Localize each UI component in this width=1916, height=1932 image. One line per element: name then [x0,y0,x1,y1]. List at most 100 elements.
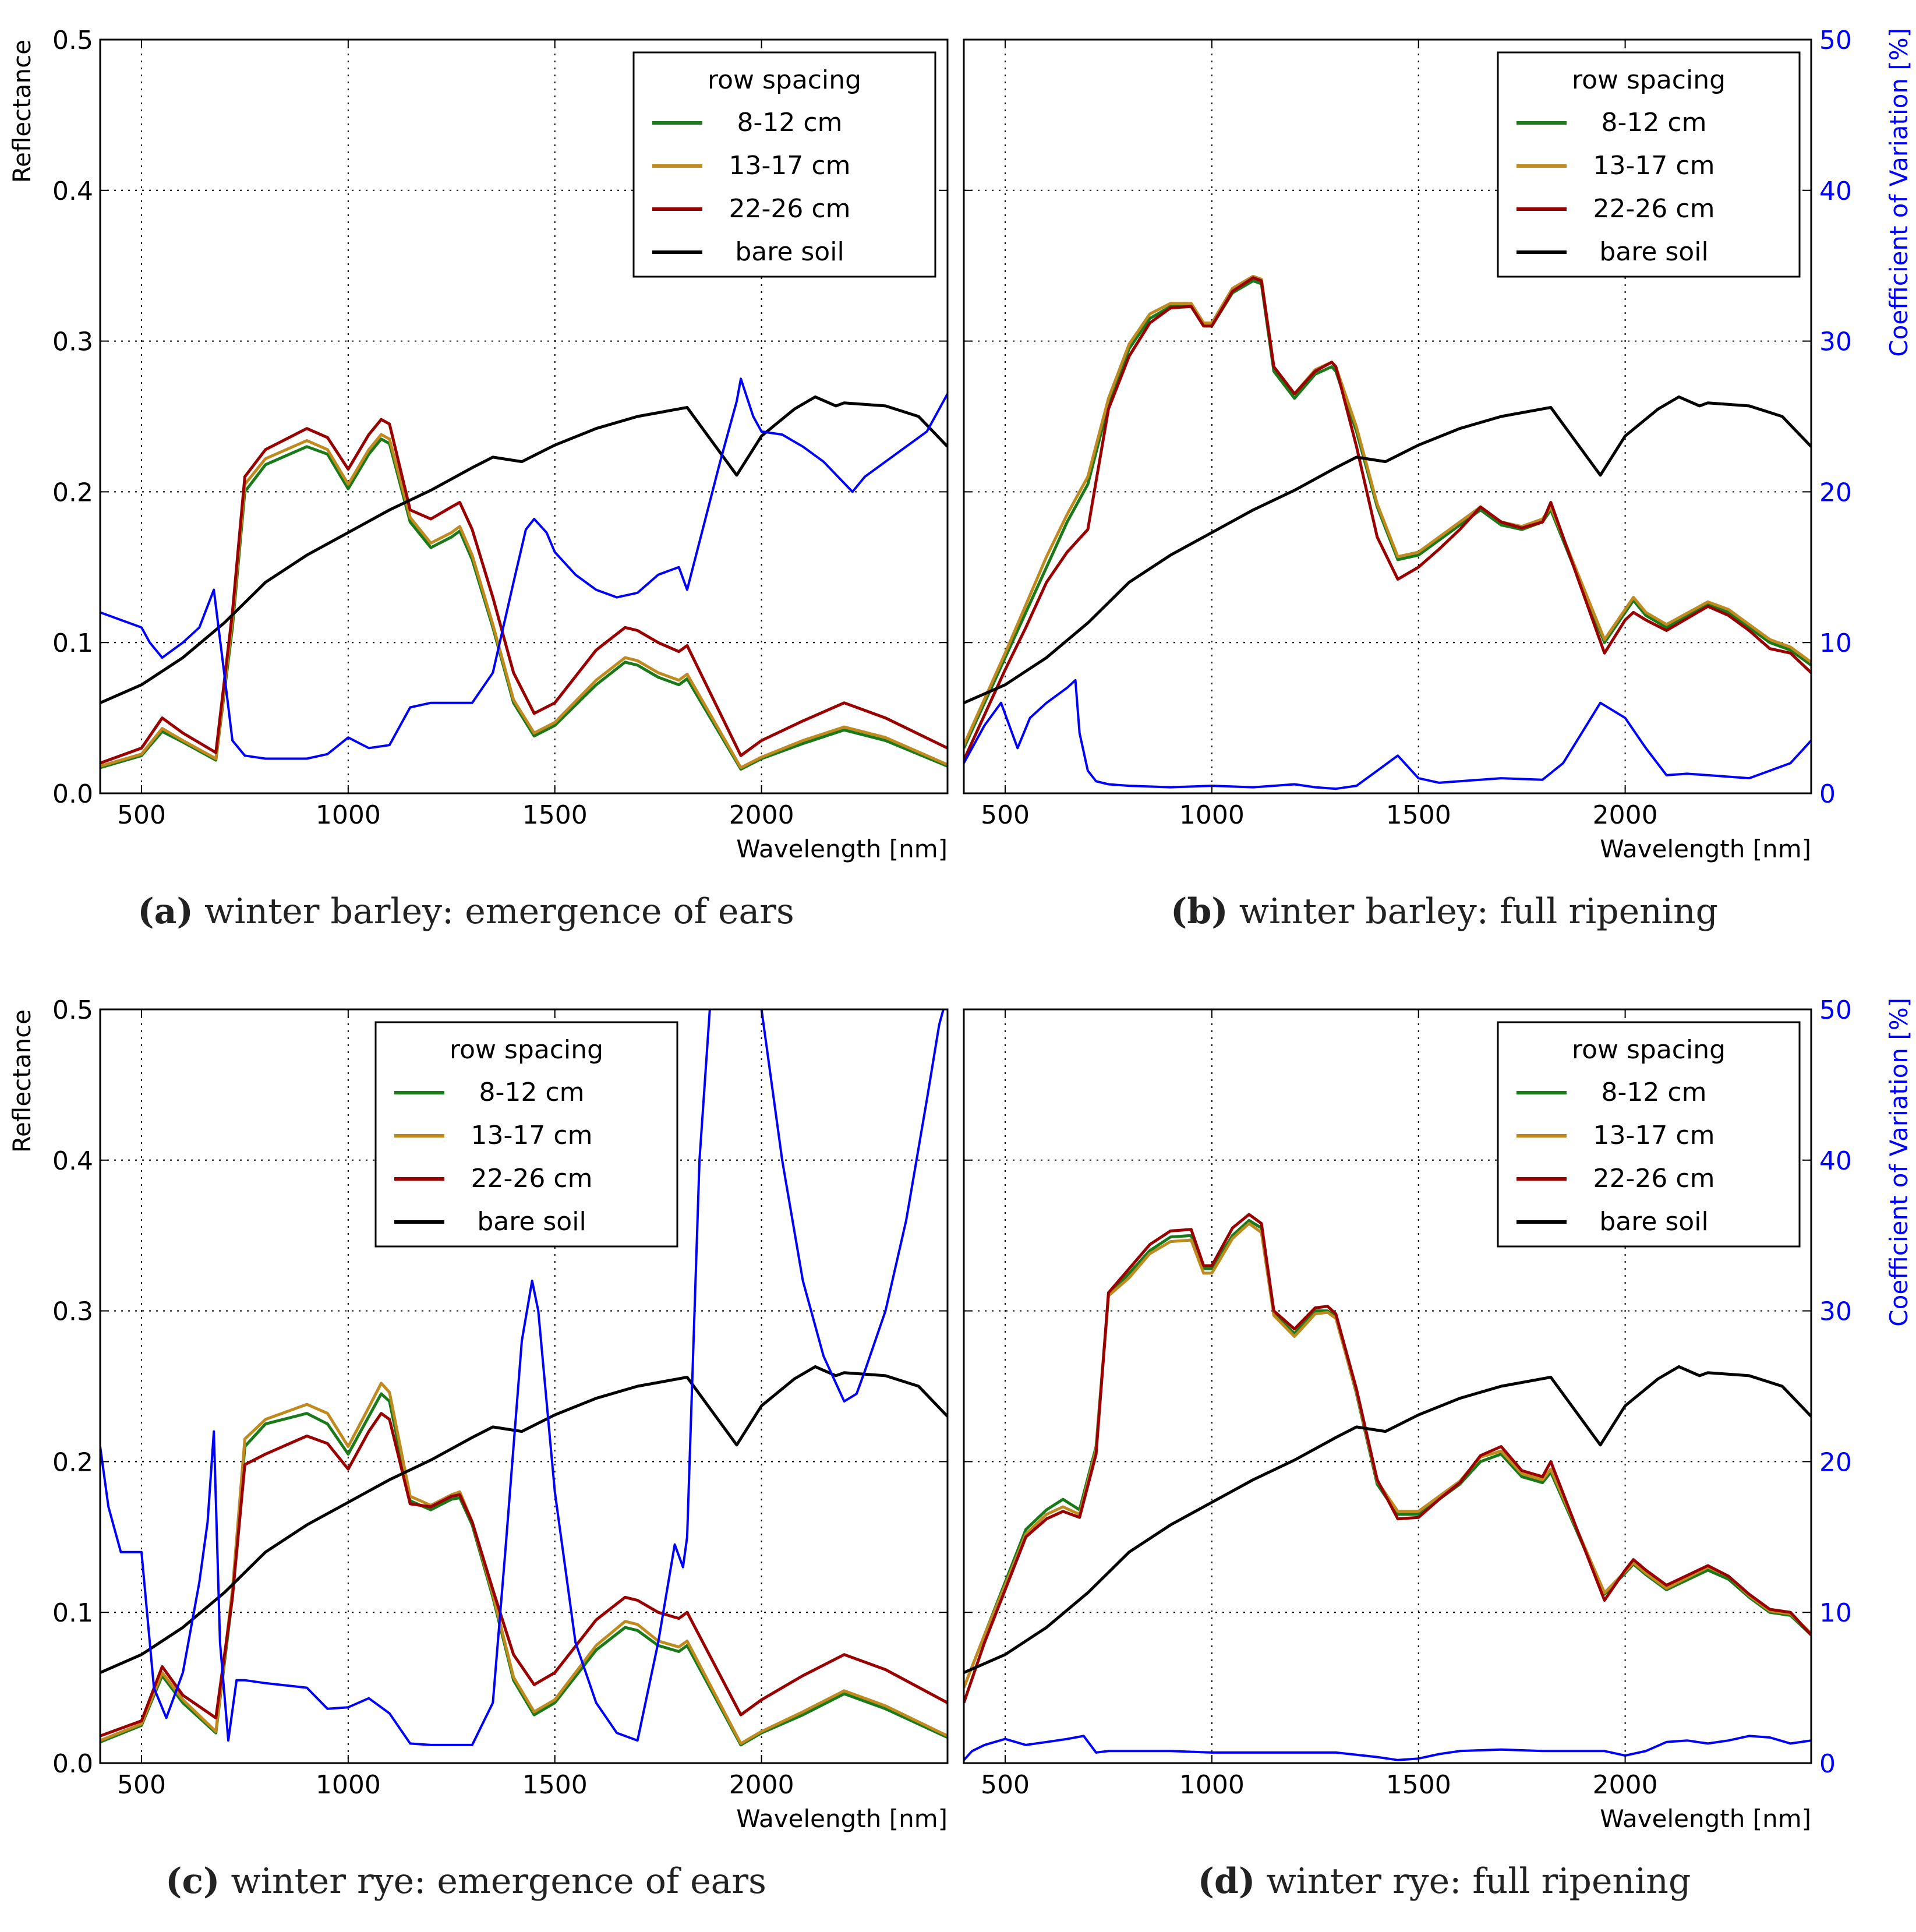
plot-frame [963,1008,1812,1764]
x-tick-label: 2000 [729,1770,794,1800]
x-tick-label: 1000 [316,800,381,830]
series-line-bare-soil [964,1365,1811,1674]
legend-entry: 13-17 cm [1593,151,1715,181]
y-axis-label: Reflectance [8,1009,36,1153]
legend-entry: 8-12 cm [1602,108,1707,137]
y-tick-label: 0.0 [52,779,93,809]
y2-tick-label: 20 [1819,1447,1852,1477]
plot-frame [99,38,949,794]
x-tick-label: 500 [117,800,166,830]
y2-axis-label: Coefficient of Variation [%] [1885,998,1913,1327]
legend-title: row spacing [1572,65,1726,95]
series-line-22-26-cm [964,1213,1811,1704]
series-line-22-26-cm [100,1412,948,1737]
x-tick-label: 1500 [1386,1770,1451,1800]
legend-entry: 8-12 cm [737,108,843,137]
panel-c: 500 1000 1500 2000 Wavelength [nm] 0.0 0.1 0.2 0… [8,995,949,1902]
y-tick-label: 0.2 [52,1447,93,1477]
y2-tick-label: 30 [1819,327,1852,357]
series-line-bare-soil [964,395,1811,704]
legend-entry: 22-26 cm [729,194,851,224]
series-line-bare-soil [100,395,948,704]
series-line-CV [100,1009,945,1746]
series-line-8-12-cm [100,437,948,771]
x-tick-label: 1000 [316,1770,381,1800]
x-axis-label: Wavelength [nm] [736,835,948,863]
panel-d: 500 1000 1500 2000 Wavelength [nm] 0 10 20 30 40 5… [963,995,1913,1902]
y2-tick-label: 10 [1819,1598,1852,1628]
series-group [100,377,948,771]
legend-entry: bare soil [735,237,844,267]
series-line-22-26-cm [964,276,1811,761]
x-tick-label: 1000 [1179,800,1245,830]
x-axis-label: Wavelength [nm] [1600,835,1811,863]
y-tick-label: 0.3 [52,1297,93,1327]
y2-tick-label: 20 [1819,478,1852,507]
panel-a: 500 1000 1500 2000 Wavelength [nm] 0.0 0.1 0.2 0… [8,26,949,932]
x-axis-label: Wavelength [nm] [1600,1804,1811,1833]
legend: row spacing 8-12 cm 13-17 cm 22-26 cm bare s… [1497,1021,1801,1248]
y2-tick-label: 40 [1819,1146,1852,1176]
series-line-22-26-cm [100,418,948,765]
y2-tick-label: 0 [1819,1749,1836,1779]
legend-entry: 22-26 cm [1593,1164,1715,1193]
plot-frame [963,38,1812,794]
y-tick-label: 0.1 [52,1598,93,1628]
x-tick-label: 2000 [1593,1770,1658,1800]
legend-entry: 8-12 cm [479,1078,585,1107]
x-tick-label: 500 [981,1770,1030,1800]
series-line-8-12-cm [964,1218,1811,1689]
panel-caption: (d) winter rye: full ripening [1198,1861,1691,1902]
y2-tick-label: 50 [1819,26,1852,55]
legend: row spacing 8-12 cm 13-17 cm 22-26 cm bare s… [374,1021,678,1248]
x-tick-label: 500 [117,1770,166,1800]
y-tick-label: 0.1 [52,628,93,658]
legend-entry: bare soil [1599,237,1708,267]
legend-title: row spacing [1572,1035,1726,1065]
series-line-CV [100,377,948,760]
y-tick-label: 0.2 [52,478,93,507]
x-tick-label: 2000 [729,800,794,830]
y2-tick-label: 40 [1819,176,1852,206]
y2-tick-label: 50 [1819,995,1852,1025]
legend: row spacing 8-12 cm 13-17 cm 22-26 cm bare s… [1497,51,1801,278]
series-group [964,274,1811,790]
x-tick-label: 1500 [522,1770,588,1800]
plot-frame [99,1008,949,1764]
y-axis-label: Reflectance [8,40,36,183]
x-tick-label: 2000 [1593,800,1658,830]
series-line-CV [964,1735,1811,1761]
legend-entry: 13-17 cm [471,1121,593,1150]
series-line-13-17-cm [964,1222,1811,1689]
y-tick-label: 0.0 [52,1749,93,1779]
legend-entry: 22-26 cm [1593,194,1715,224]
series-line-13-17-cm [964,274,1811,746]
y2-axis-label: Coefficient of Variation [%] [1885,28,1913,357]
legend-entry: 13-17 cm [729,151,851,181]
y2-tick-label: 30 [1819,1297,1852,1327]
y-tick-label: 0.3 [52,327,93,357]
x-tick-label: 1000 [1179,1770,1245,1800]
series-line-13-17-cm [100,433,948,769]
series-line-CV [964,679,1811,790]
series-line-13-17-cm [100,1382,948,1745]
legend: row spacing 8-12 cm 13-17 cm 22-26 cm bare s… [632,51,936,278]
panel-b: 500 1000 1500 2000 Wavelength [nm] 0 10 20 30 40 5… [963,26,1913,932]
panel-caption: (c) winter rye: emergence of ears [165,1861,766,1902]
legend-entry: bare soil [477,1207,586,1237]
panel-caption: (a) winter barley: emergence of ears [137,891,794,932]
x-axis-label: Wavelength [nm] [736,1804,948,1833]
y2-tick-label: 0 [1819,779,1836,809]
x-tick-label: 1500 [522,800,588,830]
series-group [964,1213,1811,1761]
legend-entry: bare soil [1599,1207,1708,1237]
y-tick-label: 0.4 [52,176,93,206]
y-tick-label: 0.5 [52,26,93,55]
y2-tick-label: 10 [1819,628,1852,658]
series-group [100,1009,948,1747]
legend-entry: 8-12 cm [1602,1078,1707,1107]
panel-caption: (b) winter barley: full ripening [1171,891,1718,932]
x-tick-label: 1500 [1386,800,1451,830]
x-tick-label: 500 [981,800,1030,830]
